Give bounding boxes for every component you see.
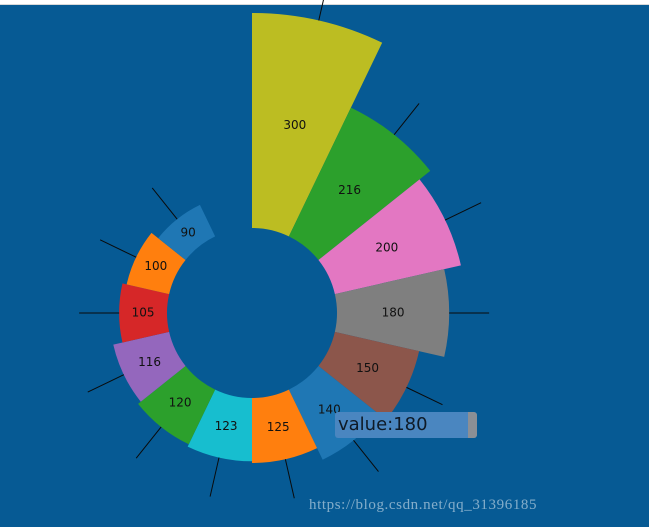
slice-116[interactable] — [113, 331, 186, 402]
tooltip-scrollbar — [468, 412, 477, 438]
watermark-text: https://blog.csdn.net/qq_31396185 — [309, 497, 538, 513]
leader-line-200 — [444, 202, 482, 221]
data-label-120: 120 — [169, 396, 192, 410]
leader-line-116 — [87, 374, 125, 393]
data-label-216: 216 — [338, 183, 361, 197]
slice-123[interactable] — [187, 389, 252, 462]
slice-216[interactable] — [288, 107, 431, 261]
data-label-200: 200 — [375, 241, 398, 255]
leader-line-216 — [393, 103, 420, 136]
data-label-123: 123 — [215, 419, 238, 433]
slice-100[interactable] — [126, 232, 186, 295]
tooltip-text: value:180 — [338, 414, 428, 435]
slice-180[interactable] — [334, 269, 450, 357]
slice-105[interactable] — [119, 283, 170, 343]
leader-line-300 — [318, 0, 324, 21]
leader-line-90 — [151, 187, 178, 220]
slice-90[interactable] — [158, 204, 216, 261]
window-top-edge — [0, 0, 649, 5]
data-label-150: 150 — [356, 361, 379, 375]
data-label-100: 100 — [144, 259, 167, 273]
leader-line-125 — [284, 459, 295, 499]
value-tooltip: value:180 — [335, 412, 477, 438]
data-label-105: 105 — [132, 306, 155, 320]
leader-line-100 — [99, 239, 137, 258]
leader-line-120 — [135, 426, 162, 459]
slice-300[interactable] — [252, 13, 383, 237]
leader-line-150 — [406, 386, 443, 406]
data-label-300: 300 — [283, 118, 306, 132]
data-label-140: 140 — [318, 402, 341, 416]
slice-125[interactable] — [252, 389, 318, 463]
slice-200[interactable] — [318, 179, 461, 295]
leader-line-123 — [209, 457, 220, 497]
slice-120[interactable] — [138, 365, 216, 445]
leader-line-140 — [353, 440, 379, 472]
data-label-90: 90 — [180, 225, 195, 239]
data-label-180: 180 — [382, 306, 405, 320]
data-label-116: 116 — [138, 355, 161, 369]
slice-150[interactable] — [318, 331, 420, 420]
data-label-125: 125 — [267, 420, 290, 434]
